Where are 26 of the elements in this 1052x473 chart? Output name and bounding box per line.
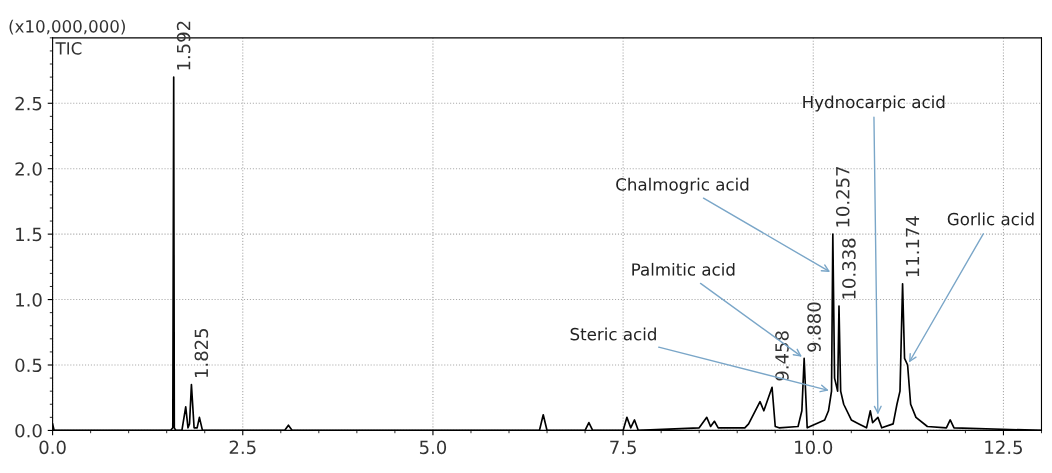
x-tick-label: 0.0 [39,440,66,455]
annotation: Hydnocarpic acid [803,95,945,112]
annotation: 1.825 [194,328,209,378]
text: TIC [55,42,82,55]
annotation: 10.338 [842,238,856,299]
y-tick-label: 0.0 [15,423,42,438]
x-tick-label: 2.5 [229,440,256,455]
annotation: Chalmogric acid [616,177,749,194]
x-tick-label: 12.5 [985,440,1022,455]
annotation: Gorlic acid [947,212,1034,226]
x-tick-label: 5.0 [419,440,447,455]
y-tick-label: 1.0 [16,293,42,307]
y-tick-label: 2.5 [15,96,42,111]
y-tick-label: 0.5 [15,358,42,373]
annotation: 10.257 [835,166,850,227]
annotation: Palmitic acid [632,262,735,276]
y-axis-title: (x10,000,000) [9,19,125,35]
y-tick-label: 1.5 [16,227,42,242]
annotation: 9.880 [807,302,821,352]
annotation: 1.592 [176,21,191,70]
annotation: Steric acid [570,327,656,341]
annotation: 9.458 [775,331,789,381]
y-tick-label: 2.0 [15,162,42,176]
x-tick-label: 7.5 [610,440,636,455]
x-tick-label: 10.0 [795,440,833,455]
annotation: 11.174 [905,216,920,277]
